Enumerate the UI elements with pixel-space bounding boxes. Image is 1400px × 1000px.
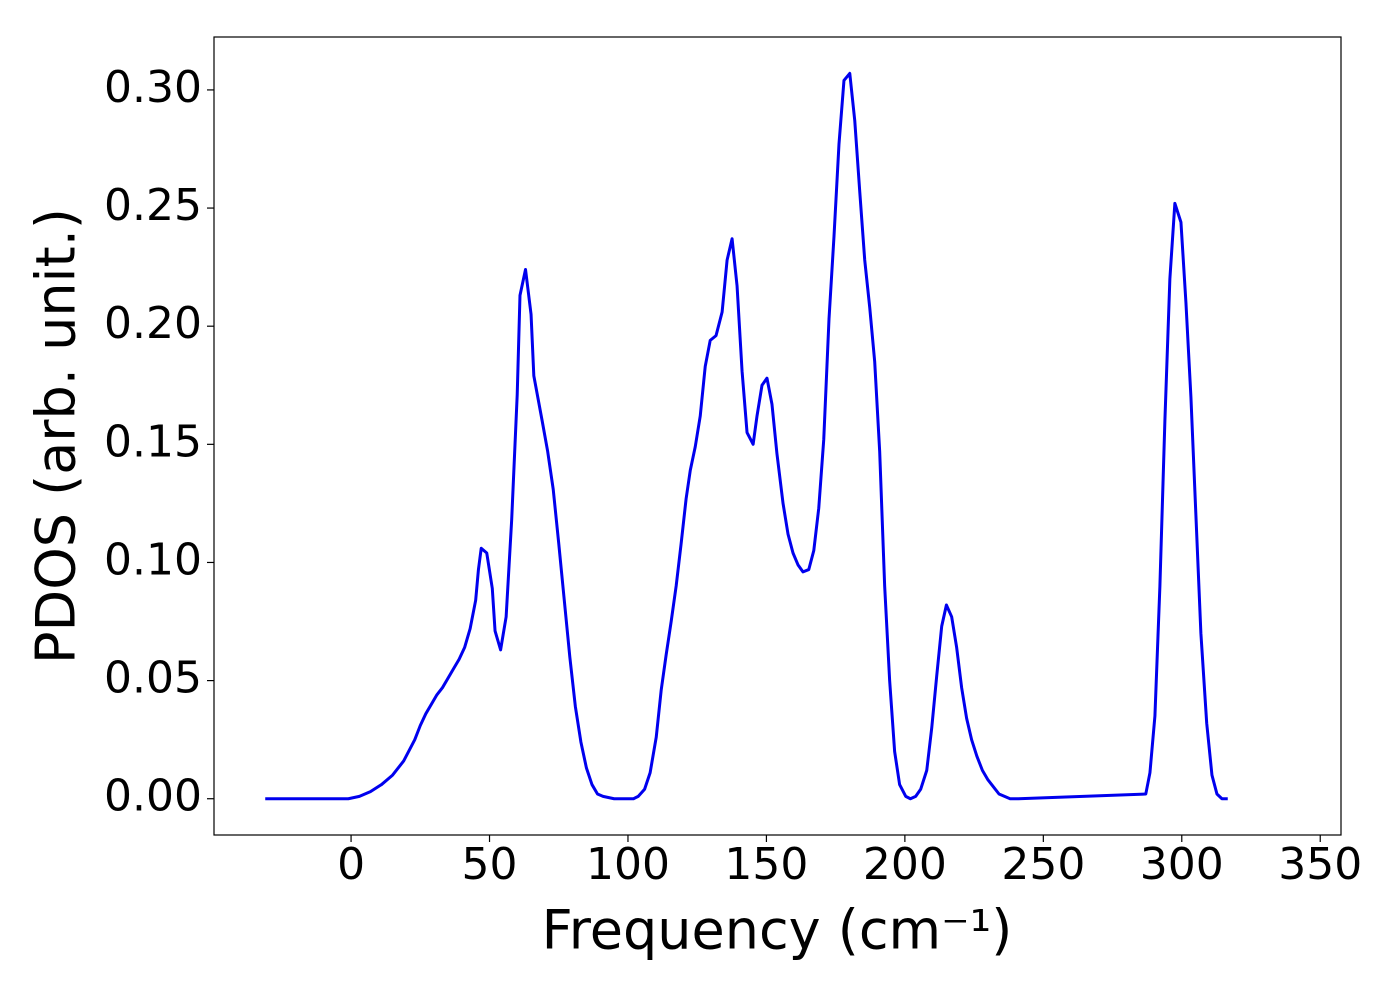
y-tick-label: 0.25 bbox=[104, 180, 202, 231]
x-tick-label: 0 bbox=[337, 839, 365, 890]
x-tick-label: 200 bbox=[863, 839, 947, 890]
plot-frame bbox=[213, 36, 1342, 836]
x-tick-label: 300 bbox=[1140, 839, 1224, 890]
x-axis-label: Frequency (cm⁻¹) bbox=[542, 899, 1013, 962]
y-tick-label: 0.20 bbox=[104, 298, 202, 349]
y-tick-label: 0.30 bbox=[104, 62, 202, 113]
x-tick-label: 100 bbox=[586, 839, 670, 890]
x-tick-label: 150 bbox=[724, 839, 808, 890]
y-tick-label: 0.10 bbox=[104, 534, 202, 585]
y-tick-label: 0.05 bbox=[104, 653, 202, 704]
y-tick-label: 0.00 bbox=[104, 771, 202, 822]
data-line bbox=[265, 71, 1228, 801]
y-tick-label: 0.15 bbox=[104, 416, 202, 467]
x-tick-label: 250 bbox=[1001, 839, 1085, 890]
x-tick-label: 350 bbox=[1278, 839, 1362, 890]
y-axis-label: PDOS (arb. unit.) bbox=[25, 208, 88, 664]
x-tick-label: 50 bbox=[462, 839, 518, 890]
